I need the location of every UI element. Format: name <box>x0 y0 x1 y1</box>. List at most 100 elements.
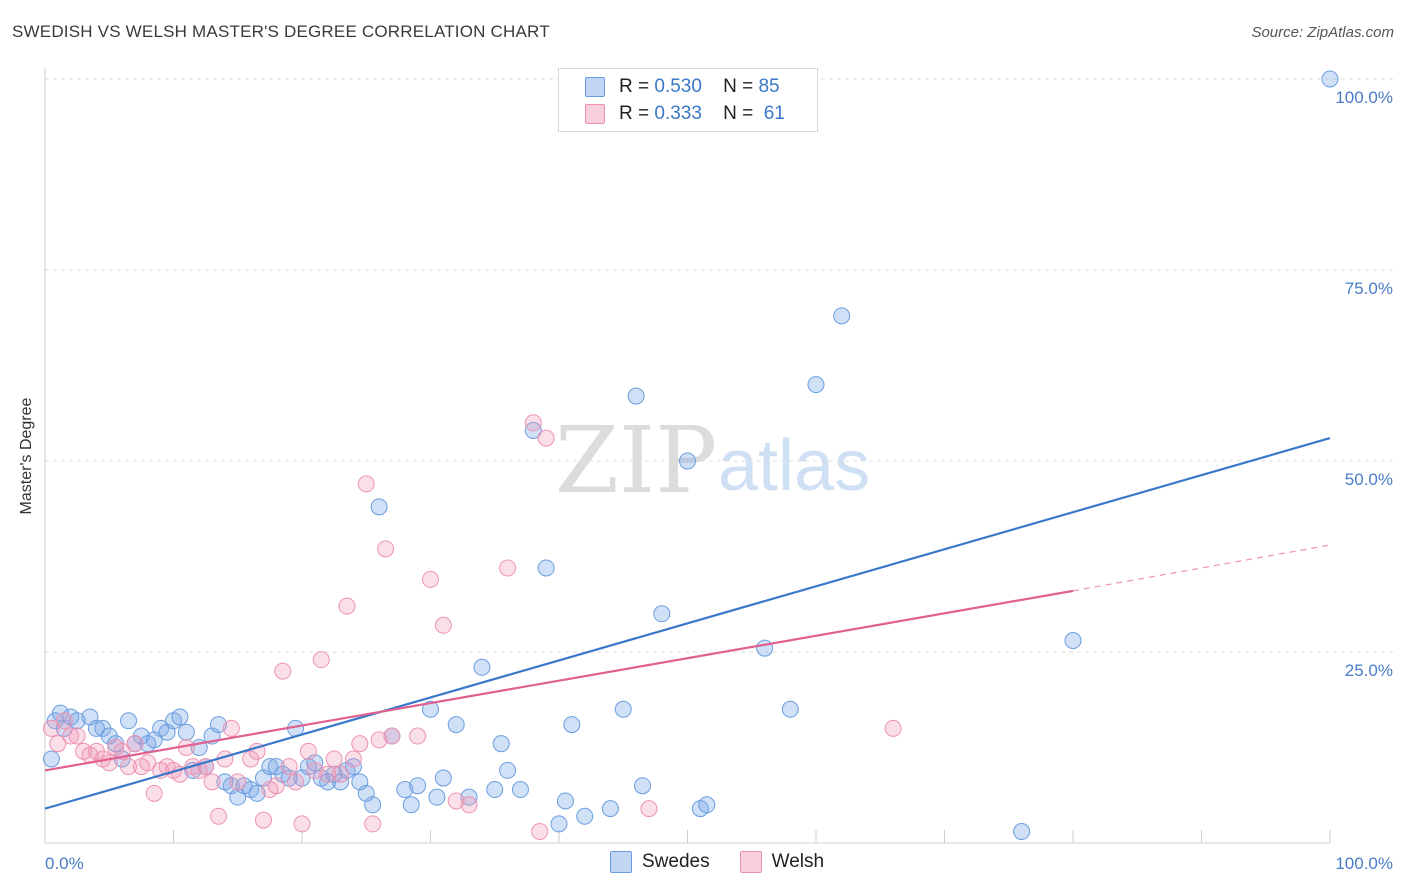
welsh-point <box>254 811 272 829</box>
welsh-point <box>377 540 395 558</box>
welsh-point <box>409 727 427 745</box>
welsh-point <box>364 815 382 833</box>
swedes-point <box>1013 823 1031 841</box>
swedes-point <box>601 800 619 818</box>
swedes-point <box>396 781 414 799</box>
swedes-point <box>68 712 86 730</box>
welsh-point <box>299 742 317 760</box>
welsh-point <box>203 773 221 791</box>
swedes-point <box>627 387 645 405</box>
swedes-point <box>1321 70 1339 88</box>
swedes-point <box>756 639 774 657</box>
welsh-trendline <box>44 589 1074 772</box>
legend-n-value-welsh: 61 <box>763 103 785 124</box>
watermark-atlas: atlas <box>718 426 870 506</box>
series-swatch-welsh <box>739 851 762 873</box>
welsh-point <box>62 727 80 745</box>
swedes-point <box>428 788 446 806</box>
swedes-point <box>209 716 227 734</box>
swedes-point <box>177 723 195 741</box>
legend-n-label: N = <box>723 76 754 97</box>
welsh-point <box>640 800 658 818</box>
swedes-point <box>556 792 574 810</box>
welsh-point <box>344 750 362 768</box>
welsh-point <box>460 796 478 814</box>
y-tick-label: 100.0% <box>1335 88 1393 107</box>
welsh-point <box>531 823 549 841</box>
welsh-point <box>267 777 285 795</box>
legend-row-swedes: R = 0.530 N = 85 <box>585 75 780 99</box>
welsh-point <box>537 429 555 447</box>
swedes-point <box>576 807 594 825</box>
welsh-point <box>447 792 465 810</box>
welsh-point <box>383 727 401 745</box>
welsh-point <box>325 750 343 768</box>
legend-r-value-welsh: 0.333 <box>654 103 702 124</box>
legend-r-label: R = <box>619 103 650 124</box>
legend-r-label: R = <box>619 76 650 97</box>
welsh-point <box>280 758 298 776</box>
swedes-point <box>511 781 529 799</box>
series-legend: Swedes Welsh <box>610 851 854 873</box>
x-tick-label: 100.0% <box>1335 854 1393 873</box>
welsh-point <box>145 784 163 802</box>
swedes-point <box>171 708 189 726</box>
swedes-point <box>634 777 652 795</box>
swedes-point <box>434 769 452 787</box>
legend-n-label: N = <box>723 103 754 124</box>
swedes-point <box>1064 632 1082 650</box>
welsh-point <box>55 712 73 730</box>
swedes-point <box>698 796 716 814</box>
welsh-point <box>222 719 240 737</box>
legend-row-welsh: R = 0.333 N = 61 <box>585 102 785 126</box>
x-tick-label: 0.0% <box>45 854 84 873</box>
series-label-swedes: Swedes <box>642 851 710 872</box>
legend-swatch-swedes <box>585 77 605 97</box>
series-swatch-swedes <box>610 851 632 873</box>
welsh-point <box>120 758 138 776</box>
swedes-point <box>537 559 555 577</box>
swedes-point <box>120 712 138 730</box>
swedes-point <box>42 750 60 768</box>
welsh-point <box>229 773 247 791</box>
welsh-point <box>293 815 311 833</box>
welsh-point <box>139 754 157 772</box>
swedes-point <box>87 719 105 737</box>
y-tick-label: 25.0% <box>1345 661 1393 680</box>
chart-title: SWEDISH VS WELSH MASTER'S DEGREE CORRELA… <box>12 22 550 41</box>
welsh-point <box>499 559 517 577</box>
welsh-point <box>422 570 439 588</box>
legend-r-value-swedes: 0.530 <box>654 76 702 97</box>
y-tick-label: 50.0% <box>1345 470 1393 489</box>
swedes-point <box>473 658 491 676</box>
swedes-point <box>807 376 825 394</box>
swedes-point <box>422 700 439 718</box>
welsh-point <box>351 735 369 753</box>
welsh-point <box>126 735 144 753</box>
swedes-point <box>563 716 581 734</box>
correlation-legend: R = 0.530 N = 85 R = 0.333 N = 61 <box>558 68 818 132</box>
swedes-point <box>370 498 388 516</box>
welsh-point <box>434 616 452 634</box>
source-label: Source: ZipAtlas.com <box>1251 24 1394 41</box>
swedes-point <box>261 758 279 776</box>
swedes-point <box>833 307 851 325</box>
swedes-point <box>499 761 517 779</box>
welsh-point <box>49 735 67 753</box>
series-legend-swedes[interactable]: Swedes <box>610 851 710 873</box>
welsh-point <box>319 765 337 783</box>
swedes-point <box>492 735 510 753</box>
welsh-point <box>209 807 227 825</box>
series-legend-welsh[interactable]: Welsh <box>739 851 824 873</box>
y-tick-label: 75.0% <box>1345 279 1393 298</box>
welsh-point <box>370 731 388 749</box>
welsh-point <box>274 662 292 680</box>
swedes-point <box>614 700 632 718</box>
swedes-trendline <box>44 437 1331 810</box>
swedes-point <box>679 452 696 470</box>
welsh-point <box>524 414 542 432</box>
welsh-point <box>357 475 375 493</box>
swedes-point <box>653 605 671 623</box>
swedes-point <box>781 700 799 718</box>
swedes-point <box>364 796 382 814</box>
